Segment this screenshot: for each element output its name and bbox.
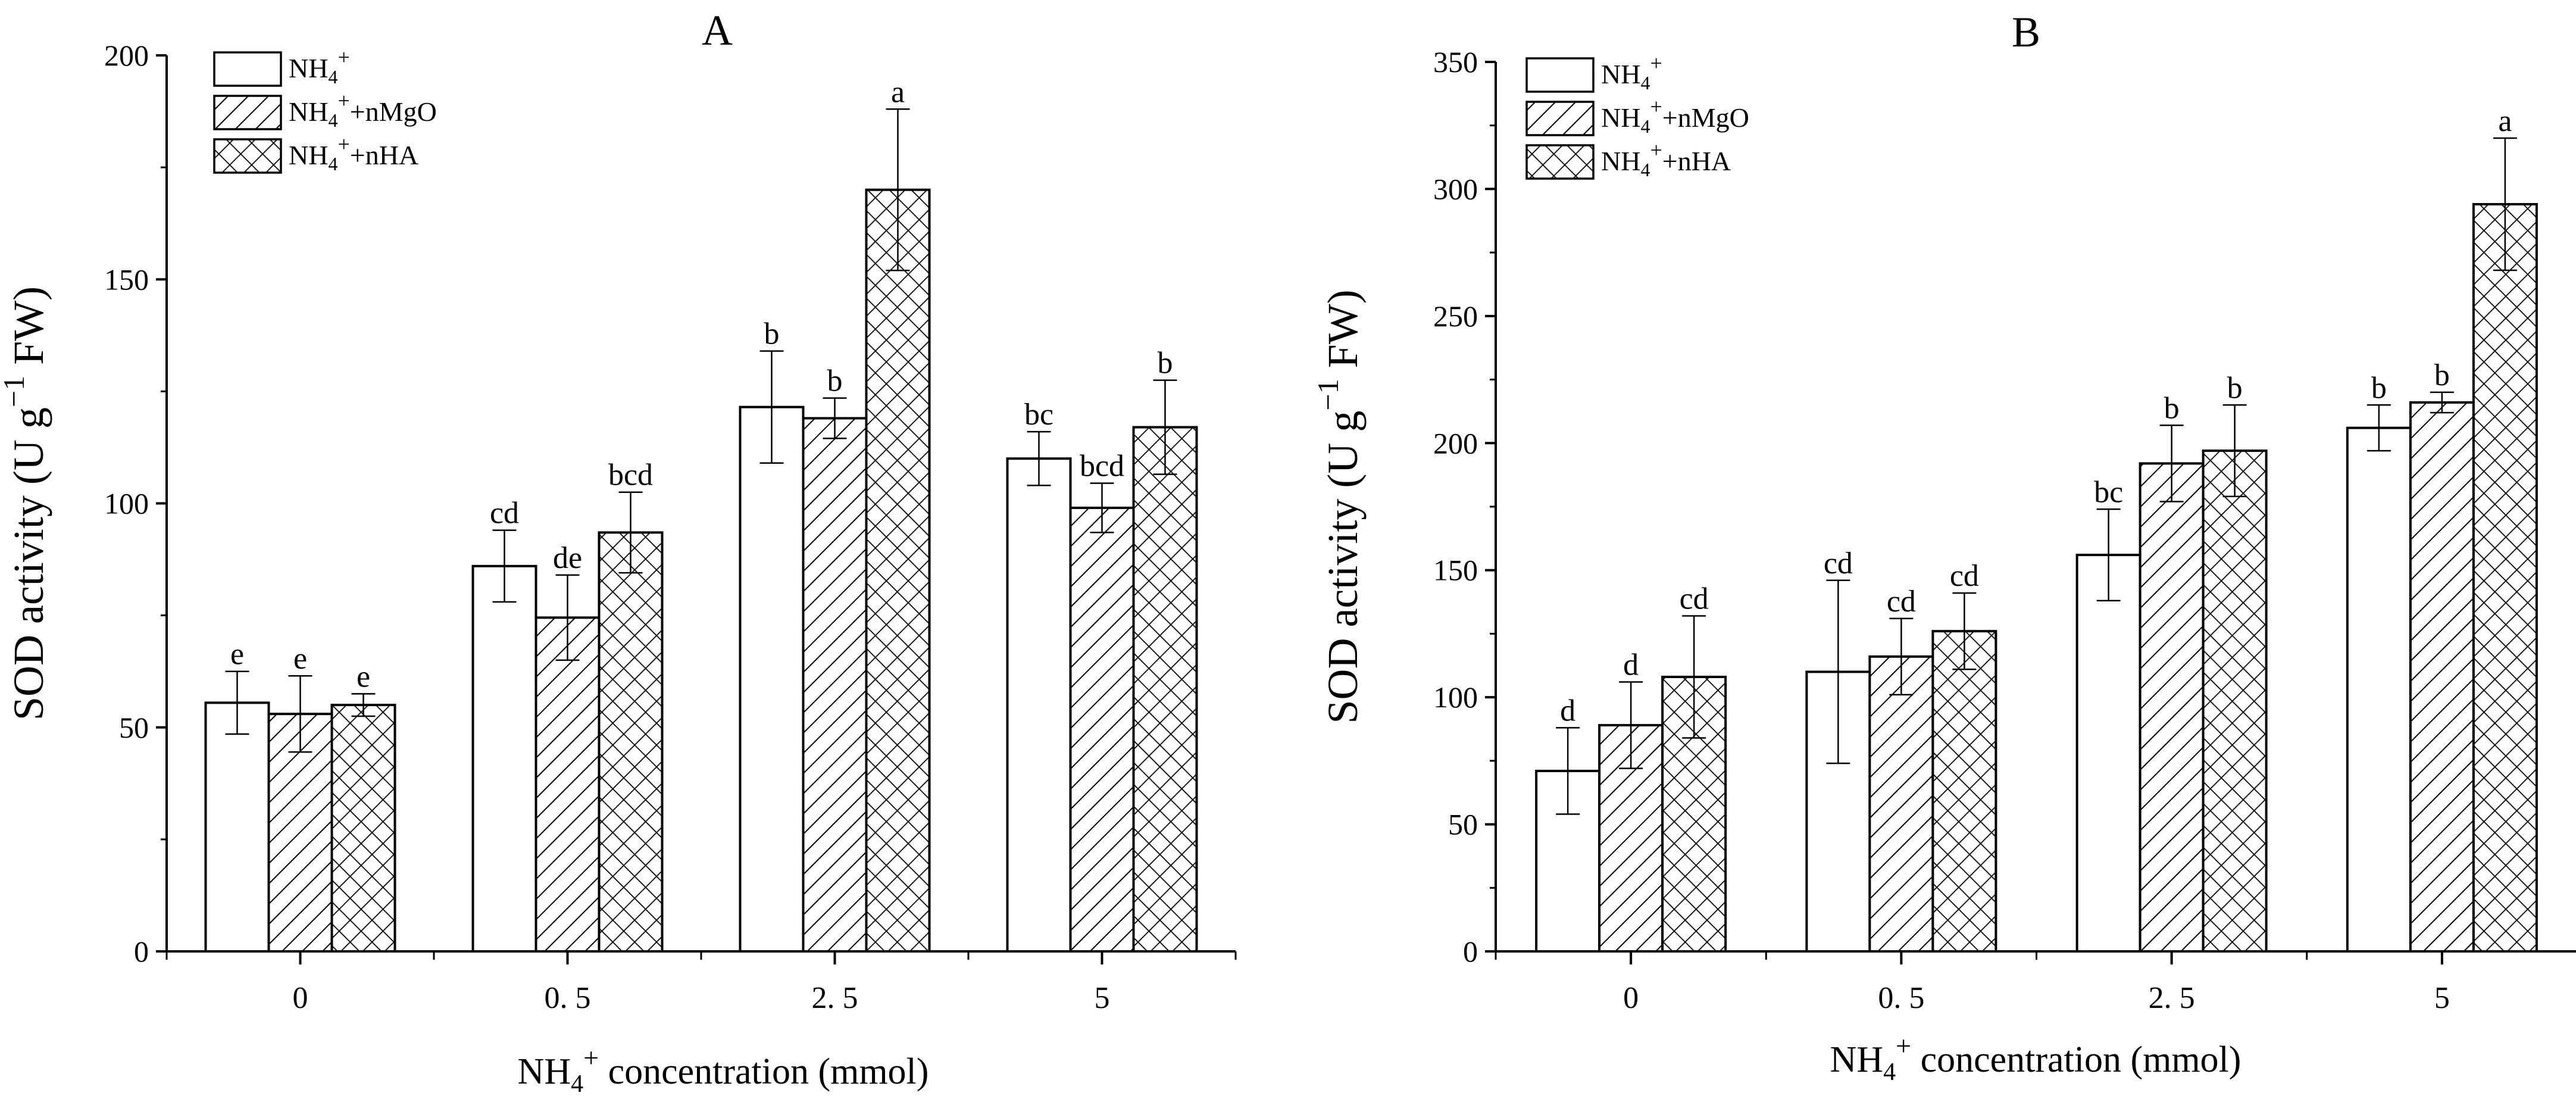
bar bbox=[471, 564, 537, 953]
bar bbox=[1868, 655, 1934, 953]
panel-title: A bbox=[702, 7, 733, 54]
significance-letter: b bbox=[827, 364, 843, 398]
legend-label: NH4++nMgO bbox=[289, 89, 437, 131]
significance-letter: bcd bbox=[1080, 449, 1124, 483]
x-tick-label: 2. 5 bbox=[2149, 981, 2195, 1015]
significance-letter: b bbox=[2227, 371, 2243, 405]
legend-label: NH4+ bbox=[289, 45, 350, 88]
bar bbox=[1006, 457, 1072, 953]
bar bbox=[2409, 401, 2475, 953]
bar bbox=[2472, 203, 2538, 953]
x-tick-label: 5 bbox=[2434, 981, 2450, 1015]
significance-letter: cd bbox=[490, 497, 519, 530]
legend-swatch bbox=[213, 95, 282, 130]
x-tick-label: 5 bbox=[1095, 981, 1110, 1015]
x-tick-label: 0 bbox=[1623, 981, 1639, 1015]
legend-swatch bbox=[1525, 144, 1595, 180]
significance-letter: e bbox=[293, 642, 307, 676]
significance-letter: d bbox=[1623, 648, 1639, 682]
y-tick-label: 200 bbox=[1433, 426, 1478, 460]
x-tick-label: 2. 5 bbox=[812, 981, 858, 1015]
y-tick-label: 150 bbox=[1433, 554, 1478, 587]
legend-label: NH4++nHA bbox=[1601, 138, 1731, 180]
bar bbox=[802, 417, 868, 953]
significance-letter: b bbox=[2434, 358, 2450, 392]
significance-letter: bc bbox=[2094, 475, 2123, 509]
significance-letter: bcd bbox=[608, 458, 653, 492]
y-tick-label: 300 bbox=[1433, 172, 1478, 205]
y-tick-label: 50 bbox=[119, 711, 149, 744]
bar bbox=[739, 405, 805, 953]
y-tick-label: 200 bbox=[104, 39, 149, 72]
legend-swatch bbox=[213, 51, 282, 87]
y-tick-label: 0 bbox=[1463, 935, 1478, 968]
bar bbox=[2346, 426, 2412, 953]
bar bbox=[330, 704, 396, 953]
chart-panel-b: 0 50 100 150 200 250 300 350 0 0. 5 2. 5 5 d cd bc b d cd… bbox=[1311, 8, 2576, 1086]
significance-letter: b bbox=[764, 317, 780, 351]
y-axis-label: SOD activity (U g−1 FW) bbox=[1311, 289, 1367, 723]
legend-label: NH4+ bbox=[1601, 51, 1662, 93]
x-tick-label: 0 bbox=[293, 981, 308, 1015]
significance-letter: b bbox=[2164, 391, 2180, 425]
bar bbox=[598, 531, 664, 953]
significance-letter: cd bbox=[1887, 585, 1916, 619]
significance-letter: a bbox=[891, 75, 905, 109]
bar bbox=[2139, 462, 2205, 953]
y-tick-label: 50 bbox=[1448, 808, 1478, 841]
significance-letter: e bbox=[230, 638, 244, 672]
y-tick-label: 0 bbox=[134, 935, 149, 968]
significance-letter: bc bbox=[1024, 398, 1053, 432]
y-tick-label: 100 bbox=[104, 487, 149, 520]
x-axis-label: NH4+ concentration (mmol) bbox=[518, 1042, 929, 1098]
legend-label: NH4++nMgO bbox=[1601, 95, 1749, 137]
significance-letter: de bbox=[553, 541, 582, 575]
x-tick-label: 0. 5 bbox=[545, 981, 591, 1015]
bar bbox=[1931, 630, 1997, 953]
legend-swatch bbox=[1525, 101, 1595, 136]
y-tick-label: 100 bbox=[1433, 680, 1478, 714]
significance-letter: cd bbox=[1950, 559, 1979, 593]
y-axis-label: SOD activity (U g−1 FW) bbox=[0, 286, 52, 720]
legend-swatch bbox=[1525, 57, 1595, 93]
panel-title: B bbox=[2012, 8, 2040, 56]
significance-letter: e bbox=[357, 660, 370, 694]
legend-label: NH4++nHA bbox=[289, 132, 418, 174]
significance-letter: cd bbox=[1824, 547, 1853, 580]
y-tick-label: 150 bbox=[104, 263, 149, 296]
significance-letter: b bbox=[1158, 346, 1173, 380]
bar bbox=[534, 616, 601, 953]
bar bbox=[1069, 507, 1135, 953]
chart-panel-a: 0 50 100 150 200 0 0. 5 2. 5 5 e cd b bc e de b bcd e bcd a… bbox=[0, 7, 1237, 1098]
x-tick-label: 0. 5 bbox=[1878, 981, 1924, 1015]
legend-swatch bbox=[213, 138, 282, 174]
bar bbox=[1132, 426, 1198, 953]
significance-letter: b bbox=[2371, 371, 2387, 405]
significance-letter: a bbox=[2498, 104, 2512, 138]
bar bbox=[2075, 554, 2142, 953]
significance-letter: d bbox=[1560, 694, 1575, 728]
y-tick-label: 350 bbox=[1433, 45, 1478, 79]
bar bbox=[865, 188, 931, 953]
bar bbox=[204, 701, 270, 953]
significance-letter: cd bbox=[1680, 582, 1709, 616]
x-axis-label: NH4+ concentration (mmol) bbox=[1830, 1031, 2242, 1086]
bar bbox=[2202, 449, 2268, 953]
bar bbox=[267, 713, 333, 953]
y-tick-label: 250 bbox=[1433, 299, 1478, 333]
